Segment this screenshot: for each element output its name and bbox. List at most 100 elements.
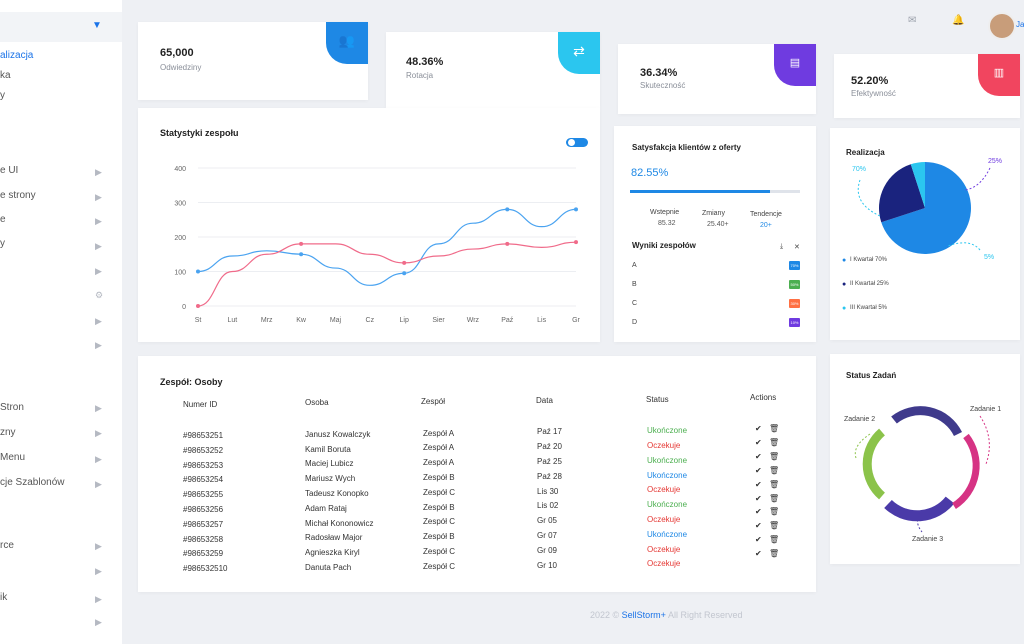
- legend-label: I Kwartał 70%: [850, 257, 888, 263]
- task-label: Zadanie 1: [970, 406, 1002, 413]
- col-header: Actions: [750, 393, 777, 402]
- pie-slice: [879, 164, 925, 223]
- table-cell-person: Tadeusz Konopko: [305, 489, 369, 498]
- stat-value: 52.20%: [851, 75, 889, 87]
- mail-icon[interactable]: ✉: [908, 15, 917, 26]
- table-cell-date: Lis 30: [537, 486, 559, 496]
- donut-segment: [952, 433, 980, 509]
- line-chart: 0 100 200 300 400 St Lut Mrz Kw Maj Cz Lip Sier Wrz Pa…: [174, 166, 580, 324]
- chevron-right-icon: ▶: [95, 541, 102, 551]
- card-title: Zespół: Osoby: [160, 377, 223, 387]
- sidebar-item-6[interactable]: e: [0, 214, 6, 225]
- sidebar-item-strony[interactable]: e strony: [0, 190, 36, 201]
- check-icon[interactable]: ✔: [755, 535, 762, 545]
- progress-bar: [630, 190, 800, 193]
- toggle-switch[interactable]: [566, 138, 588, 147]
- check-icon[interactable]: ✔: [755, 465, 762, 475]
- stat-label: Rotacja: [406, 71, 434, 80]
- trash-icon[interactable]: 🗑: [769, 493, 780, 503]
- data-point: [299, 241, 304, 246]
- avatar[interactable]: [988, 12, 1016, 40]
- col-value: 85.32: [658, 220, 676, 227]
- callout-label: 25%: [988, 158, 1003, 165]
- sidebar-item-menu[interactable]: Menu: [0, 452, 26, 463]
- card-title: Realizacja: [846, 148, 885, 157]
- close-icon[interactable]: ✕: [794, 244, 800, 251]
- stat-label: Skuteczność: [640, 81, 686, 90]
- table-cell-person: Mariusz Wych: [305, 474, 356, 484]
- gear-icon[interactable]: ⚙: [95, 290, 104, 300]
- sidebar-item-ui[interactable]: e UI: [0, 165, 19, 176]
- data-point: [299, 252, 304, 257]
- bell-icon[interactable]: 🔔: [952, 15, 965, 26]
- check-icon[interactable]: ✔: [755, 493, 762, 503]
- sidebar-item-2[interactable]: ka: [0, 70, 11, 81]
- legend-dot: ●: [842, 281, 847, 288]
- table-cell-id: #98653256: [183, 505, 224, 514]
- table-cell-status: Ukończone: [647, 500, 688, 510]
- trash-icon[interactable]: 🗑: [769, 437, 780, 447]
- check-icon[interactable]: ✔: [755, 521, 762, 531]
- sidebar-item-3[interactable]: y: [0, 90, 5, 101]
- trash-icon[interactable]: 🗑: [769, 549, 780, 559]
- donut-segment: [884, 496, 955, 522]
- stat-value: 36.34%: [640, 67, 678, 79]
- donut-segment: [862, 428, 886, 500]
- x-tick-label: Sier: [432, 317, 445, 324]
- sidebar-item-realizacja[interactable]: alizacja: [0, 50, 34, 61]
- trash-icon[interactable]: 🗑: [769, 451, 780, 461]
- trash-icon[interactable]: 🗑: [769, 465, 780, 475]
- result-label: C: [632, 300, 638, 307]
- chevron-right-icon: ▶: [95, 192, 102, 202]
- table-cell-status: Oczekuje: [647, 544, 681, 554]
- table-cell-date: Gr 10: [537, 560, 558, 570]
- check-icon[interactable]: ✔: [755, 507, 762, 517]
- footer-brand[interactable]: SellStorm+: [621, 610, 666, 620]
- stat-label: Efektywność: [851, 89, 896, 98]
- table-cell-status: Oczekuje: [647, 441, 681, 450]
- table-cell-status: Ukończone: [647, 455, 688, 465]
- sidebar-item-szablony[interactable]: cje Szablonów: [0, 477, 65, 488]
- table-cell-team: Zespół B: [423, 473, 455, 482]
- check-icon[interactable]: ✔: [755, 549, 762, 559]
- stat-card-efficiency: ▤ 36.34% Skuteczność: [618, 44, 816, 114]
- x-tick-label: St: [195, 317, 202, 324]
- check-icon[interactable]: ✔: [755, 424, 762, 433]
- progress-fill: [630, 190, 771, 193]
- trash-icon[interactable]: 🗑: [769, 424, 780, 433]
- satisfaction-value: 82.55%: [631, 167, 669, 179]
- x-tick-label: Maj: [330, 317, 342, 324]
- sidebar-item-rce[interactable]: rce: [0, 540, 14, 551]
- table-cell-id: #986532510: [183, 564, 228, 574]
- data-point: [574, 207, 578, 212]
- table-cell-person: Radosław Major: [305, 533, 363, 543]
- data-point: [505, 241, 510, 246]
- sidebar-dropdown[interactable]: ▼: [0, 12, 122, 42]
- trash-icon[interactable]: 🗑: [769, 479, 780, 489]
- sync-icon: ⇄: [558, 32, 600, 74]
- user-name[interactable]: Ja: [1016, 20, 1024, 29]
- trash-icon[interactable]: 🗑: [769, 535, 780, 545]
- table-cell-id: #98653254: [183, 475, 224, 485]
- check-icon[interactable]: ✔: [755, 437, 762, 447]
- sidebar-item-ik[interactable]: ik: [0, 592, 8, 603]
- y-tick-label: 200: [174, 235, 186, 242]
- sidebar-item-stron[interactable]: Stron: [0, 402, 24, 413]
- table-cell-status: Ukończone: [647, 426, 688, 436]
- check-icon[interactable]: ✔: [755, 479, 762, 489]
- table-cell-status: Oczekuje: [647, 559, 681, 569]
- result-badge: 50%: [789, 280, 800, 289]
- sidebar-item-7[interactable]: y: [0, 238, 5, 249]
- x-tick-label: Lut: [227, 317, 237, 324]
- download-icon[interactable]: ⤓: [780, 243, 784, 250]
- stat-card-rotation: ⇄ 48.36% Rotacja: [386, 32, 600, 108]
- sidebar-item-zny[interactable]: zny: [0, 427, 16, 438]
- result-badge: 30%: [789, 299, 800, 308]
- check-icon[interactable]: ✔: [755, 451, 762, 461]
- chevron-right-icon: ▶: [95, 479, 102, 489]
- legend-label: II Kwartał 25%: [850, 281, 889, 287]
- trash-icon[interactable]: 🗑: [769, 521, 780, 531]
- x-tick-label: Wrz: [467, 317, 480, 324]
- trash-icon[interactable]: 🗑: [769, 507, 780, 517]
- chevron-right-icon: ▶: [95, 454, 102, 464]
